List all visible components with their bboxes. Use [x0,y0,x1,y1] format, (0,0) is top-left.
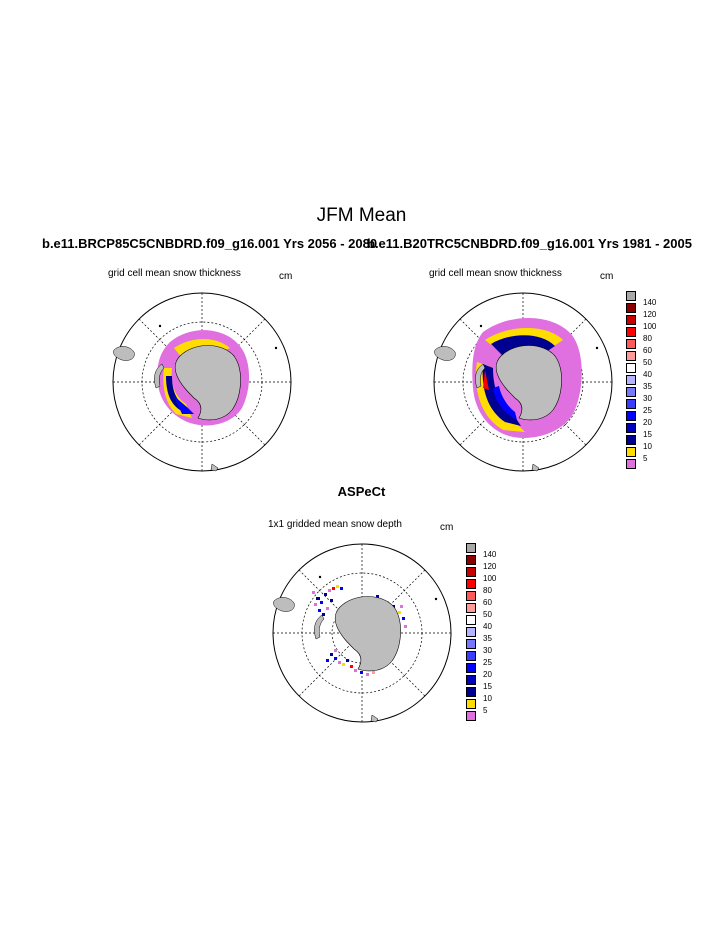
legend-box [466,639,476,649]
legend-box [466,603,476,613]
legend-tick: 100 [483,574,497,583]
legend-box [626,435,636,445]
legend-tick: 120 [483,562,497,571]
legend-box [466,555,476,565]
legend-box [626,339,636,349]
legend-box [626,459,636,469]
legend-box [466,711,476,721]
legend-box [626,363,636,373]
legend-tick: 5 [483,706,488,715]
legend-tick: 20 [483,670,492,679]
legend-box [466,651,476,661]
legend-box [466,663,476,673]
legend-tick: 40 [643,370,652,379]
legend-box [466,615,476,625]
legend-box [626,351,636,361]
legend-tick: 15 [643,430,652,439]
legend-box [626,447,636,457]
left-polar-map [112,292,292,472]
legend-tick: 35 [643,382,652,391]
legend-tick: 80 [643,334,652,343]
legend-tick: 20 [643,418,652,427]
legend-box [466,567,476,577]
legend-tick: 50 [643,358,652,367]
bottom-polar-map [272,543,452,723]
legend-tick: 35 [483,634,492,643]
bottom-panel-unit: cm [440,522,454,533]
legend-box [626,291,636,301]
legend-tick: 25 [643,406,652,415]
legend-box [626,399,636,409]
legend-tick: 50 [483,610,492,619]
left-panel-label: grid cell mean snow thickness [108,268,241,279]
subtitle-right: b.e11.B20TRC5CNBDRD.f09_g16.001 Yrs 1981… [367,236,692,251]
legend-tick: 10 [483,694,492,703]
subtitle-left: b.e11.BRCP85C5CNBDRD.f09_g16.001 Yrs 205… [42,236,378,251]
legend-tick: 120 [643,310,657,319]
legend-tick: 15 [483,682,492,691]
legend-box [626,327,636,337]
legend-box [626,423,636,433]
legend-box [466,687,476,697]
right-panel-label: grid cell mean snow thickness [429,268,562,279]
right-panel-unit: cm [600,271,614,282]
legend-box [466,591,476,601]
legend-tick: 40 [483,622,492,631]
legend-box [626,411,636,421]
right-polar-map [433,292,613,472]
legend-tick: 140 [483,550,497,559]
legend-box [626,315,636,325]
legend-box [626,303,636,313]
bottom-panel-label: 1x1 gridded mean snow depth [268,519,402,530]
left-panel-unit: cm [279,271,293,282]
legend-box [626,375,636,385]
legend-tick: 10 [643,442,652,451]
legend-tick: 30 [483,646,492,655]
legend-box [466,699,476,709]
legend-tick: 140 [643,298,657,307]
legend-tick: 60 [483,598,492,607]
legend-tick: 5 [643,454,648,463]
legend-box [466,543,476,553]
aspect-title: ASPeCt [337,484,386,499]
legend-box [466,627,476,637]
legend-tick: 60 [643,346,652,355]
legend-box [466,675,476,685]
legend-tick: 100 [643,322,657,331]
main-title: JFM Mean [316,205,407,226]
legend-box [626,387,636,397]
legend-box [466,579,476,589]
legend-tick: 25 [483,658,492,667]
legend-tick: 80 [483,586,492,595]
legend-tick: 30 [643,394,652,403]
